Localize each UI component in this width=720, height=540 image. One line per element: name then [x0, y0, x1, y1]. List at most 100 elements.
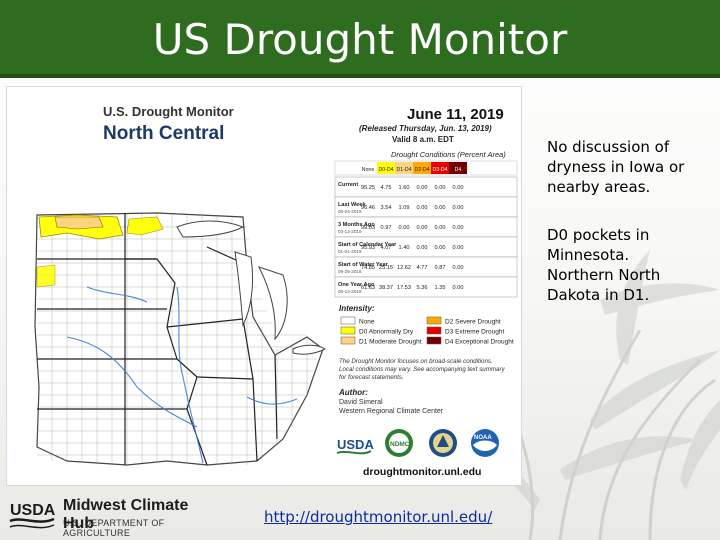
map-date: June 11, 2019 — [407, 106, 504, 123]
table-col-header: D0-D4 — [379, 167, 394, 173]
table-col-header: D4 — [455, 167, 462, 173]
usda-footer-logo: USDA — [9, 502, 56, 529]
table-cell: 38.37 — [379, 285, 393, 291]
table-cell: 96.46 — [361, 205, 375, 211]
note-iowa-dryness: No discussion of dryness in Iowa or near… — [547, 138, 685, 196]
drought-monitor-link[interactable]: http://droughtmonitor.unl.edu/ — [264, 508, 493, 526]
table-cell: 0.00 — [435, 185, 446, 191]
table-cell: 61.63 — [361, 285, 375, 291]
drought-conditions-table: Drought Conditions (Percent Area) None D0… — [334, 150, 518, 298]
table-row-date: 03-12-2019 — [338, 229, 362, 234]
map-released: (Released Thursday, Jun. 13, 2019) — [359, 124, 492, 133]
drought-map-image: U.S. Drought Monitor North Central June … — [6, 86, 522, 486]
noaa-logo-text: NOAA — [474, 435, 492, 441]
legend-swatch — [426, 336, 442, 345]
drought-map-graphic: U.S. Drought Monitor North Central June … — [34, 104, 518, 478]
usda-logo-text: USDA — [337, 437, 374, 452]
table-row-label: Current — [338, 182, 358, 188]
author-name: David Simeral — [339, 399, 383, 406]
map-header-line1: U.S. Drought Monitor — [103, 104, 234, 119]
table-cell: 0.00 — [417, 245, 428, 251]
table-cell: 0.00 — [453, 205, 464, 211]
north-central-map — [34, 212, 326, 466]
intensity-title: Intensity: — [339, 304, 375, 313]
legend-label: D4 Exceptional Drought — [445, 339, 514, 346]
table-cell: 1.09 — [399, 205, 410, 211]
table-cell: 0.00 — [399, 225, 410, 231]
table-cell: 0.00 — [435, 205, 446, 211]
usda-logo: USDA — [336, 437, 374, 455]
disclaimer-line-3: for forecast statements. — [339, 374, 404, 381]
agency-logos: USDA NDMC NOAA — [336, 429, 499, 457]
table-row-date: 01-01-2019 — [338, 249, 362, 254]
doc-seal-logo — [429, 429, 457, 457]
table-cell: 0.00 — [435, 225, 446, 231]
table-row-label: One Year Ago — [338, 282, 375, 288]
table-cell: 1.35 — [435, 285, 446, 291]
table-cell: 0.00 — [435, 245, 446, 251]
table-cell: 1.60 — [399, 185, 410, 191]
title-bar — [0, 0, 720, 78]
table-row-date: 06-12-2018 — [338, 289, 362, 294]
table-col-header: D1-D4 — [397, 167, 412, 173]
table-cell: 0.00 — [453, 185, 464, 191]
table-row-label: Start of Water Year — [338, 262, 389, 268]
table-cell: 95.93 — [361, 245, 375, 251]
intensity-legend: Intensity: None D0 Abnormally Dry D1 Moder… — [339, 304, 514, 346]
table-cell: 99.03 — [361, 225, 375, 231]
table-cell: 0.00 — [453, 245, 464, 251]
map-header-line2: North Central — [103, 123, 224, 144]
table-cell: 4.75 — [381, 185, 392, 191]
legend-swatch — [426, 316, 442, 325]
legend-label: D3 Extreme Drought — [445, 329, 504, 336]
table-row — [334, 276, 518, 298]
table-row-date: 06-04-2019 — [338, 209, 362, 214]
table-col-header: D2-D4 — [415, 167, 430, 173]
noaa-logo: NOAA — [471, 429, 499, 457]
table-cell: 4.77 — [417, 265, 428, 271]
table-cell: 0.00 — [453, 225, 464, 231]
table-cell: 12.62 — [397, 265, 411, 271]
map-valid: Valid 8 a.m. EDT — [392, 135, 454, 144]
midwest-climate-hub-logo: USDA Midwest Climate Hub U.S. DEPARTMENT… — [8, 494, 208, 538]
table-cell: 74.85 — [361, 265, 375, 271]
hub-subtitle: U.S. DEPARTMENT OF AGRICULTURE — [63, 518, 165, 538]
legend-swatch — [340, 326, 356, 335]
ndmc-logo-text: NDMC — [390, 441, 410, 448]
legend-swatch — [340, 336, 356, 345]
table-cell: 0.00 — [453, 285, 464, 291]
table-cell: 0.87 — [435, 265, 446, 271]
note-d0-pockets: D0 pockets in Minnesota. Northern North … — [547, 226, 661, 304]
table-col-header: D3-D4 — [433, 167, 448, 173]
legend-label: None — [359, 319, 375, 326]
usda-footer-logo-text: USDA — [10, 502, 56, 519]
table-cell: 3.54 — [381, 205, 392, 211]
table-row-label: Last Week — [338, 202, 366, 208]
table-cell: 95.25 — [361, 185, 375, 191]
table-cell: 25.15 — [379, 265, 393, 271]
legend-label: D1 Moderate Drought — [359, 339, 422, 346]
disclaimer-line-1: The Drought Monitor focuses on broad-sca… — [339, 358, 493, 365]
table-cell: 17.53 — [397, 285, 411, 291]
table-row-date: 09-25-2018 — [338, 269, 362, 274]
ndmc-logo: NDMC — [385, 429, 413, 457]
table-cell: 1.40 — [399, 245, 410, 251]
author-org: Western Regional Climate Center — [339, 408, 444, 415]
legend-swatch — [426, 326, 442, 335]
table-cell: 4.07 — [381, 245, 392, 251]
table-row-label: 3 Months Ago — [338, 222, 375, 228]
table-cell: 0.00 — [417, 205, 428, 211]
table-row-label: Start of Calendar Year — [338, 242, 397, 248]
table-cell: 0.00 — [417, 225, 428, 231]
map-site-text: droughtmonitor.unl.edu — [363, 466, 481, 478]
table-cell: 0.00 — [417, 185, 428, 191]
table-cell: 5.36 — [417, 285, 428, 291]
table-cell: 0.00 — [453, 265, 464, 271]
disclaimer-line-2: Local conditions may vary. See accompany… — [339, 366, 506, 373]
legend-swatch — [340, 316, 356, 325]
table-cell: 0.97 — [381, 225, 392, 231]
legend-label: D0 Abnormally Dry — [359, 329, 414, 336]
hub-title: Midwest Climate Hub — [63, 497, 189, 532]
